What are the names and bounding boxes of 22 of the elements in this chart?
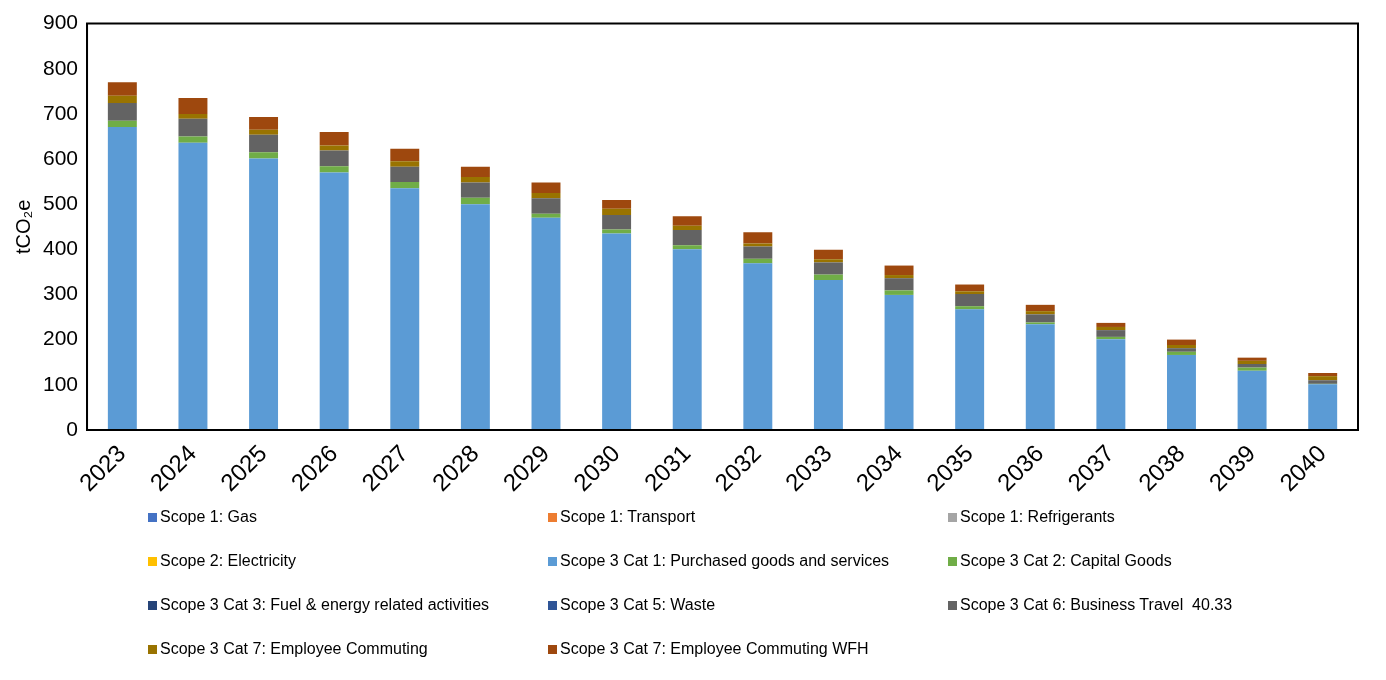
y-tick-label: 400 [42,236,79,260]
legend-label: Scope 3 Cat 7: Employee Commuting [160,640,428,658]
legend-label: Scope 2: Electricity [160,552,297,570]
legend-label: Scope 3 Cat 6: Business Travel 40.33 [960,596,1233,614]
y-tick-label: 0 [66,416,79,440]
y-tick-label: 100 [42,371,79,395]
y-tick-label: 600 [42,145,79,169]
y-tick-label: 300 [42,281,79,305]
legend-label: Scope 3 Cat 2: Capital Goods [960,552,1172,570]
legend-label: Scope 3 Cat 5: Waste [560,596,716,614]
y-axis-title: tCO₂e [11,199,34,254]
y-tick-label: 700 [42,100,79,124]
y-tick-label: 200 [42,326,79,350]
legend-label: Scope 1: Gas [160,508,257,526]
y-tick-label: 900 [42,10,79,34]
legend-label: Scope 1: Refrigerants [960,508,1115,526]
y-tick-label: 800 [42,55,79,79]
y-tick-label: 500 [42,190,79,214]
legend-label: Scope 1: Transport [560,508,696,526]
legend-label: Scope 3 Cat 3: Fuel & energy related activities [160,596,490,614]
legend-label: Scope 3 Cat 7: Employee Commuting WFH [560,640,869,658]
legend-label: Scope 3 Cat 1: Purchased goods and services [560,552,890,570]
